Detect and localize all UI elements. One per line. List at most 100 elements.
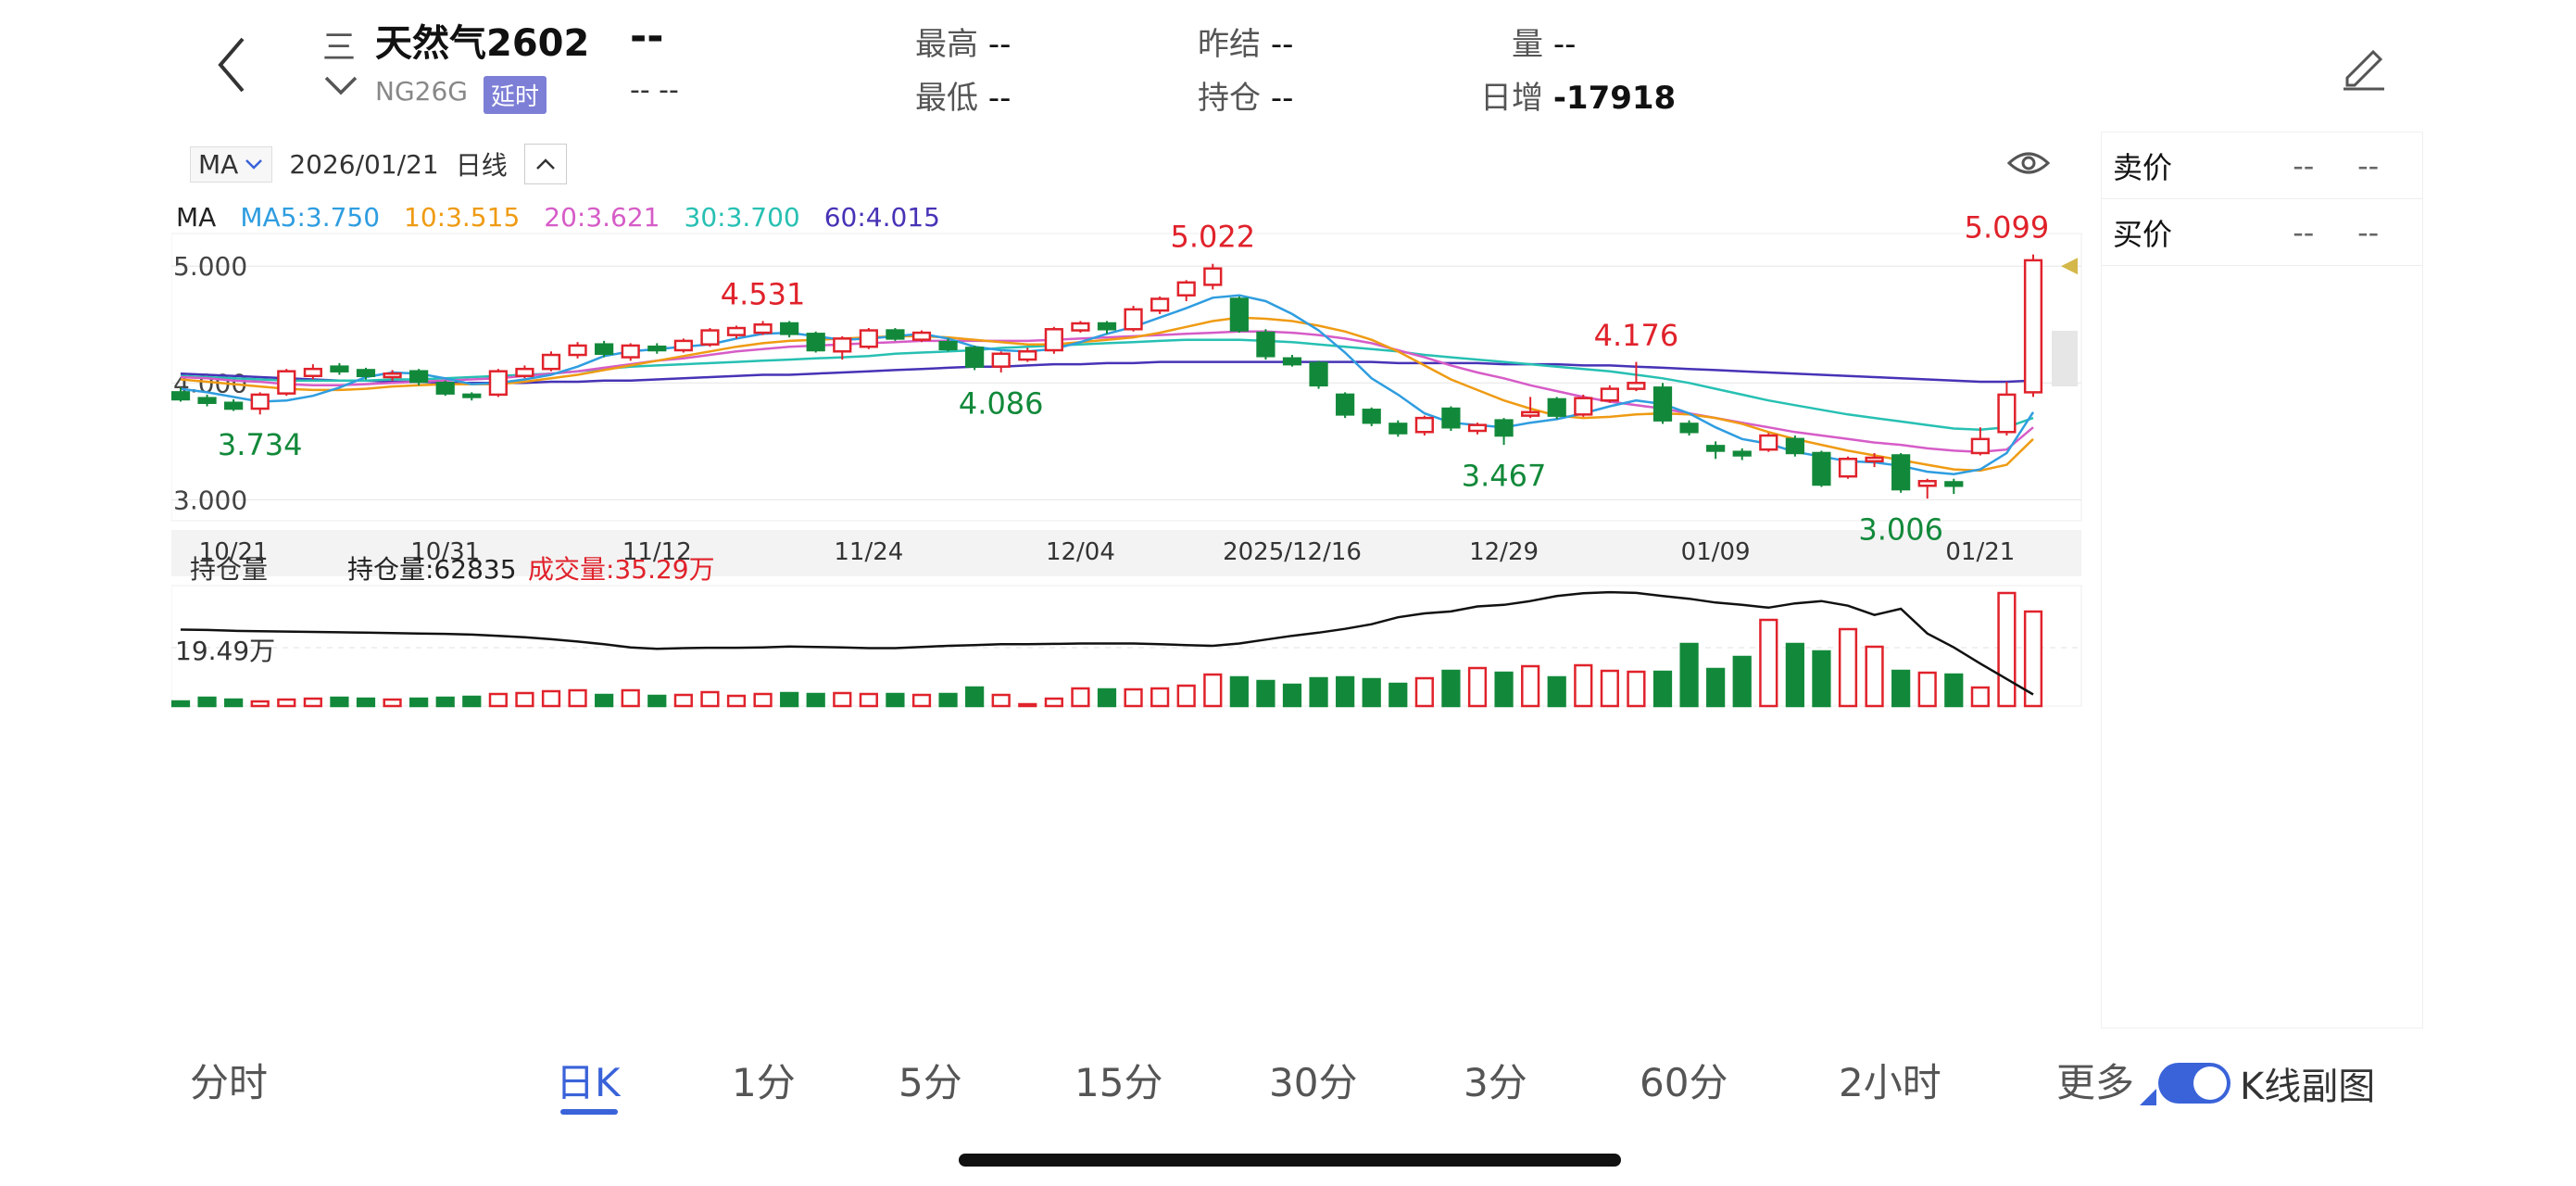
volume-bar: [277, 698, 296, 708]
volume-bar: [1229, 675, 1249, 708]
buy-row: 买价 -- --: [2102, 199, 2422, 266]
candle-body: [1414, 416, 1434, 434]
sub-chart-toggle[interactable]: K线副图: [2158, 1056, 2375, 1110]
order-book: 卖价 -- -- 买价 -- --: [2101, 132, 2423, 1028]
volume-bar: [1547, 675, 1566, 708]
active-tab-indicator: [560, 1109, 618, 1115]
chart-period: 日线: [455, 150, 508, 181]
sell-price: --: [2293, 147, 2315, 183]
edit-pencil-icon[interactable]: [2334, 37, 2390, 93]
candle-body: [224, 401, 244, 410]
stat-prev-settle: 昨结 --: [1198, 26, 1294, 63]
tab-15min[interactable]: 15分: [1074, 1060, 1163, 1105]
candle-body: [1176, 281, 1196, 296]
tab-1min[interactable]: 1分: [732, 1060, 796, 1105]
buy-label: 买价: [2113, 216, 2173, 252]
candle-body: [700, 329, 720, 346]
header-bar: 三 天然气2602 NG26G 延时 -- -- -- 最高 -- 最低 -- …: [0, 0, 2576, 130]
collapse-button[interactable]: [523, 144, 567, 184]
candle-body: [277, 370, 296, 395]
x-tick-label: 12/04: [1046, 538, 1115, 566]
home-indicator: [959, 1154, 1621, 1167]
candle-body: [726, 326, 747, 336]
candle-body: [753, 323, 773, 334]
volume-bar: [224, 698, 244, 708]
period-tabs: 分时 日K 1分 5分 15分 30分 3分 60分 2小时 更多: [171, 1052, 2394, 1126]
volume-bar: [911, 693, 932, 708]
candle-body: [1652, 386, 1673, 422]
line-ma10: [180, 316, 2034, 473]
back-arrow-icon[interactable]: [204, 28, 259, 102]
sub-scale-label: 19.49万: [175, 636, 275, 666]
candle-body: [303, 367, 322, 377]
chevron-down-icon[interactable]: [322, 72, 359, 100]
legend-ma10: 10:3.515: [404, 202, 521, 233]
volume-bar: [383, 698, 402, 708]
price-annotation: 3.006: [1858, 512, 1943, 548]
x-tick-label: 11/12: [622, 538, 692, 566]
volume-bar: [700, 690, 720, 708]
volume-bar: [171, 700, 191, 708]
tab-60min[interactable]: 60分: [1640, 1060, 1728, 1105]
tab-intraday[interactable]: 分时: [190, 1060, 269, 1105]
price-annotation: 5.099: [1965, 210, 2050, 246]
price-change: -- --: [630, 74, 679, 107]
volume-bar: [1891, 669, 1911, 708]
candle-body: [595, 343, 614, 356]
candle-body: [1785, 437, 1804, 455]
ma-legend: MA MA5:3.750 10:3.515 20:3.621 30:3.700 …: [176, 202, 940, 233]
tab-3min[interactable]: 3分: [1464, 1060, 1527, 1105]
toggle-switch[interactable]: [2158, 1063, 2230, 1104]
candle-body: [1600, 387, 1619, 402]
x-tick-label: 12/29: [1469, 538, 1539, 566]
volume-bar: [1282, 683, 1302, 708]
volume-bar: [1150, 687, 1170, 708]
indicator-select[interactable]: MA: [190, 145, 273, 183]
volume-bar: [409, 697, 429, 708]
candle-body: [833, 337, 852, 353]
price-annotation: 4.086: [959, 385, 1044, 421]
volume-bar: [1627, 670, 1646, 708]
candle-body: [1044, 328, 1063, 352]
candle-body: [462, 393, 482, 398]
volume-bar: [462, 695, 482, 708]
volume-bar: [1732, 655, 1752, 708]
candle-body: [409, 370, 429, 384]
candle-body: [1891, 454, 1911, 491]
tab-5min[interactable]: 5分: [898, 1060, 962, 1105]
tab-daily[interactable]: 日K: [556, 1060, 621, 1105]
candle-body: [1917, 479, 1937, 487]
menu-icon[interactable]: 三: [322, 29, 357, 67]
x-tick-label: 10/31: [410, 538, 480, 566]
candle-body: [1203, 267, 1223, 286]
last-price-marker: [2061, 258, 2078, 275]
tab-more[interactable]: 更多: [2056, 1060, 2135, 1105]
chevron-up-icon: [535, 158, 555, 170]
candle-body: [1256, 331, 1275, 358]
volume-value-label: 成交量:35.29万: [528, 554, 715, 585]
candle-body: [250, 393, 270, 410]
contract-title[interactable]: 天然气2602: [375, 22, 590, 65]
legend-ma5: MA5:3.750: [240, 202, 381, 233]
candle-body: [197, 397, 217, 404]
candle-body: [1150, 297, 1170, 312]
price-annotation: 3.467: [1462, 459, 1547, 494]
tab-2hour[interactable]: 2小时: [1839, 1060, 1941, 1105]
candle-body: [1282, 357, 1302, 366]
candle-body: [2023, 259, 2043, 394]
sell-volume: --: [2357, 147, 2380, 183]
volume-bar: [1812, 650, 1831, 708]
candle-body: [1494, 419, 1514, 437]
candle-body: [330, 365, 349, 372]
candle-body: [806, 333, 825, 352]
volume-bar: [1389, 682, 1408, 708]
volume-bar: [1838, 627, 1858, 708]
tab-30min[interactable]: 30分: [1269, 1060, 1358, 1105]
kline-panel: MA 2026/01/21 日线 MA MA5:3.750 10:3.515 2…: [171, 132, 2089, 1021]
volume-bar: [1256, 679, 1275, 708]
volume-bar: [568, 688, 587, 708]
price-annotation: 4.531: [721, 276, 806, 311]
eye-icon[interactable]: [2005, 145, 2052, 182]
volume-bar: [1706, 667, 1726, 708]
